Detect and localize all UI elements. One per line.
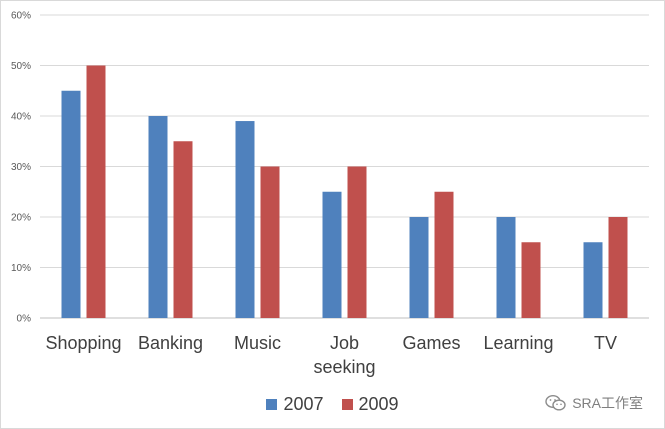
x-tick-label-line: Shopping — [45, 333, 121, 353]
y-tick-label: 0% — [17, 314, 32, 325]
x-tick-label-line: Games — [402, 333, 460, 353]
bar-2007-shopping — [61, 90, 81, 318]
bar-2007-learning — [496, 217, 516, 318]
x-tick-label: Learning — [483, 333, 553, 353]
y-tick-label: 60% — [11, 11, 31, 22]
x-tick-label-line: Job — [330, 333, 359, 353]
x-tick-label: Job seeking — [313, 333, 375, 377]
watermark: SRA工作室 — [545, 392, 643, 414]
bar-2009-games — [434, 191, 454, 318]
y-tick-label: 30% — [11, 162, 31, 173]
y-tick-label: 10% — [11, 263, 31, 274]
bar-2007-job-seeking — [322, 191, 342, 318]
watermark-text: SRA工作室 — [572, 395, 643, 411]
legend: 2007 2009 — [0, 392, 665, 416]
x-tick-label: TV — [594, 333, 617, 353]
bar-2009-banking — [173, 141, 193, 318]
bar-2009-music — [260, 166, 280, 318]
legend-swatch-2007 — [266, 398, 278, 410]
y-tick-label: 50% — [11, 61, 31, 72]
bar-2007-banking — [148, 116, 168, 318]
bar-2007-games — [409, 217, 429, 318]
legend-item-2009: 2009 — [341, 393, 399, 415]
legend-swatch-2009 — [341, 398, 353, 410]
bar-2009-tv — [608, 217, 628, 318]
bar-2007-tv — [583, 242, 603, 318]
y-tick-label: 40% — [11, 112, 31, 123]
legend-item-2007: 2007 — [266, 393, 324, 415]
x-tick-label: Games — [402, 333, 460, 353]
legend-label-2009: 2009 — [358, 393, 399, 414]
bar-2009-learning — [521, 242, 541, 318]
x-tick-label-line: Banking — [138, 333, 203, 353]
x-tick-label-line: seeking — [313, 357, 375, 377]
x-tick-label: Music — [234, 333, 281, 353]
legend-label-2007: 2007 — [283, 393, 324, 414]
y-tick-label: 20% — [11, 213, 31, 224]
bar-2009-shopping — [86, 65, 106, 318]
wechat-icon — [545, 394, 567, 412]
x-tick-label-line: Music — [234, 333, 281, 353]
x-tick-label: Banking — [138, 333, 203, 353]
x-tick-label-line: TV — [594, 333, 617, 353]
bar-2007-music — [235, 121, 255, 318]
x-tick-label-line: Learning — [483, 333, 553, 353]
bar-chart: 0% 10% 20% 30% 40% 50% 60% Shopping Banking Music… — [11, 11, 649, 377]
x-tick-label: Shopping — [45, 333, 121, 353]
bar-2009-job-seeking — [347, 166, 367, 318]
